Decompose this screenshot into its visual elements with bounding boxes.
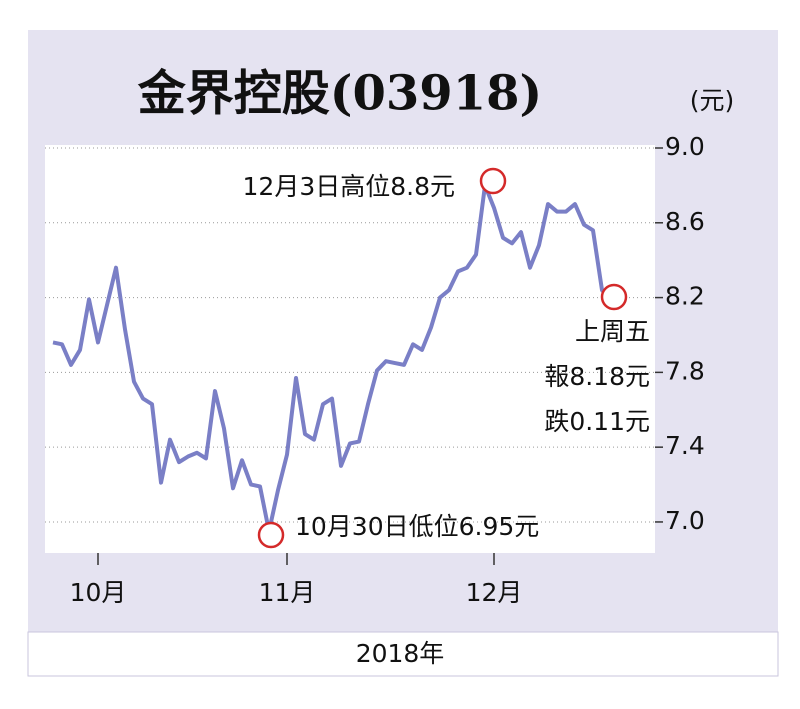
price-line	[52, 183, 613, 534]
x-tick-label: 11月	[259, 578, 316, 607]
x-label: 2018年	[356, 639, 445, 668]
marker	[600, 283, 628, 311]
x-tick-label: 10月	[70, 578, 127, 607]
x-tick-label: 12月	[466, 578, 523, 607]
annotation: 跌0.11元	[544, 407, 650, 436]
y-tick-label: 7.8	[665, 356, 705, 385]
y-tick-label: 7.0	[665, 506, 705, 535]
y-tick-label: 7.4	[665, 431, 705, 460]
annotation: 報8.18元	[544, 362, 650, 391]
y-unit: (元)	[690, 86, 735, 115]
plot-area	[45, 145, 655, 553]
y-tick-label: 8.2	[665, 282, 705, 311]
annotation: 上周五	[575, 317, 650, 346]
marker	[257, 521, 285, 549]
annotation: 10月30日低位6.95元	[295, 512, 539, 541]
annotation: 12月3日高位8.8元	[243, 172, 455, 201]
chart-title: 金界控股(03918)	[137, 66, 542, 122]
marker	[479, 167, 507, 195]
y-tick-label: 9.0	[665, 132, 705, 161]
y-tick-label: 8.6	[665, 207, 705, 236]
footer	[27, 631, 779, 677]
